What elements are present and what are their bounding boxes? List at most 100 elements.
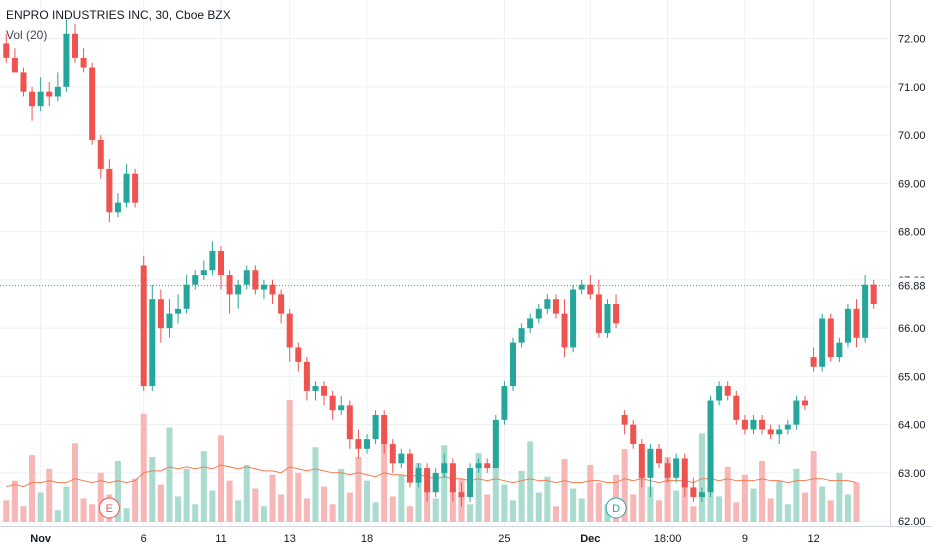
dividend-marker[interactable]: D [605, 497, 627, 519]
candle-body [363, 439, 371, 449]
candle-body [406, 453, 413, 483]
volume-bar [527, 441, 534, 522]
candle [673, 453, 680, 483]
volume-bar [707, 484, 714, 522]
candle [209, 241, 216, 276]
candle-body [724, 386, 731, 396]
candle-body [149, 299, 156, 387]
candle [372, 410, 379, 444]
candle-body [844, 308, 851, 343]
candle-body [20, 72, 27, 92]
volume-bar [363, 480, 371, 522]
price-axis[interactable]: 72.0071.0070.0069.0068.0067.0066.0065.00… [898, 34, 926, 529]
candle [321, 381, 328, 406]
candle-body [132, 173, 139, 203]
candle [80, 48, 87, 73]
candle-body [501, 386, 508, 420]
time-tick-label: 13 [284, 533, 296, 545]
volume-bar [406, 506, 413, 522]
candle-body [449, 463, 456, 493]
candle-body [295, 347, 302, 362]
earnings-marker-label: E [106, 503, 113, 515]
candle-body [355, 439, 362, 449]
volume-bar [175, 496, 182, 522]
candle-body [278, 294, 285, 314]
candle-body [321, 386, 328, 396]
candle [260, 279, 267, 300]
volume-bar [595, 482, 602, 522]
candle-body [810, 357, 817, 367]
volume-bar [776, 480, 783, 522]
volume-bar [647, 486, 654, 522]
volume-bar [638, 470, 645, 522]
candle [552, 294, 559, 319]
candle-body [552, 299, 559, 314]
candle [106, 159, 113, 222]
time-tick-label: Dec [580, 533, 600, 545]
volume-bar [484, 494, 491, 522]
candle [63, 19, 70, 92]
price-tick-label: 68.00 [898, 227, 926, 239]
candle-body [114, 202, 121, 213]
candle [862, 275, 869, 343]
volume-bar [587, 464, 594, 522]
volume-bar [492, 466, 499, 522]
volume-bar [80, 498, 87, 522]
earnings-marker[interactable]: E [98, 497, 120, 519]
candle [200, 260, 207, 280]
candle-body [630, 424, 637, 444]
last-price-tag-background [891, 277, 932, 294]
candle-body [29, 91, 36, 107]
candle-body [432, 472, 439, 493]
candle-body [217, 250, 225, 276]
candle [140, 255, 147, 391]
price-tick-label: 71.00 [898, 82, 926, 94]
price-tick-label: 62.00 [898, 516, 926, 528]
volume-bar [37, 492, 44, 522]
volume-indicator-label: Vol (20) [6, 28, 47, 42]
volume-bar [750, 488, 757, 522]
price-tick-label: 63.00 [898, 468, 926, 480]
candle-body [784, 424, 791, 430]
volume-bar [321, 486, 328, 522]
candle-body [750, 419, 757, 430]
last-price-tag: 66.88 [891, 277, 932, 294]
candle [29, 86, 36, 121]
volume-bar [690, 506, 697, 522]
candle-body [707, 400, 714, 493]
candle [303, 357, 310, 401]
volume-bar [54, 510, 61, 522]
candle [853, 299, 860, 348]
volume-bar [312, 447, 319, 522]
time-axis[interactable]: Nov 6 11 13 18 25 Dec 18:00 9 12 [30, 533, 819, 545]
candle [492, 415, 499, 469]
volume-bar [716, 496, 723, 522]
time-tick-label: Nov [30, 533, 52, 545]
volume-bar [372, 502, 379, 522]
volume-bar [664, 457, 671, 522]
candle [424, 463, 431, 502]
volume-bar [467, 504, 474, 522]
candle [707, 395, 714, 498]
time-tick-label: 11 [215, 533, 226, 545]
volume-bar [269, 474, 276, 522]
candle-body [827, 318, 834, 358]
volume-bar [801, 492, 809, 522]
candle [647, 443, 654, 498]
volume-bar [132, 478, 139, 522]
volume-bar [235, 500, 242, 522]
candle-body [226, 275, 233, 295]
candle-body [613, 304, 620, 324]
candle [595, 279, 602, 338]
candle-body [793, 400, 800, 425]
candle [398, 448, 405, 469]
volume-bar [621, 449, 628, 522]
candle-body [286, 313, 293, 348]
price-tick-label: 70.00 [898, 130, 926, 142]
candle [346, 400, 353, 449]
volume-bar [355, 457, 362, 522]
candle [759, 415, 766, 435]
candle-body [381, 415, 388, 444]
